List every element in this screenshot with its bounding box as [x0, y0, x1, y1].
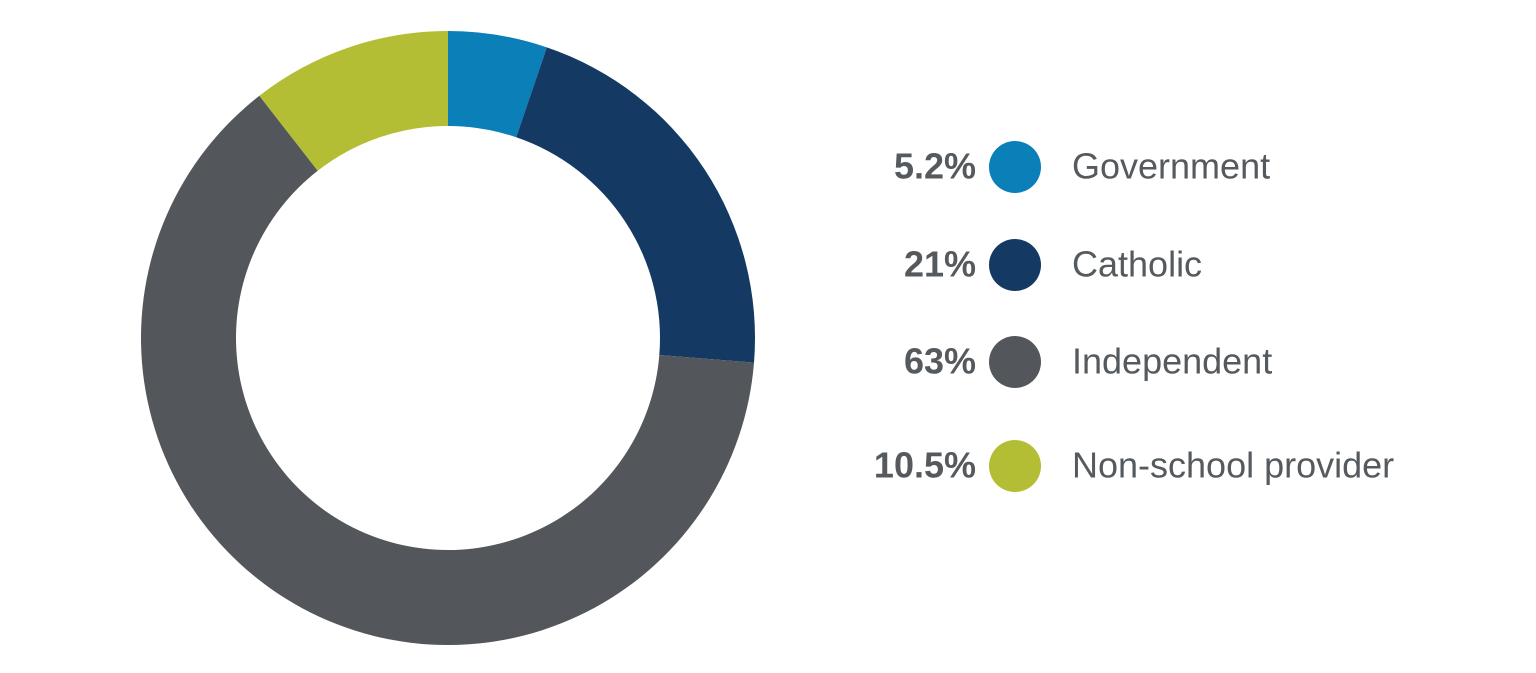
legend-swatch — [989, 141, 1041, 193]
value-label: 10.5% — [874, 445, 976, 486]
legend-label: Catholic — [1072, 244, 1202, 285]
legend-label: Government — [1072, 146, 1270, 187]
legend-label: Independent — [1072, 341, 1272, 382]
value-label: 21% — [904, 244, 976, 285]
legend-swatch — [989, 239, 1041, 291]
legend-label: Non-school provider — [1072, 445, 1394, 486]
value-label: 63% — [904, 341, 976, 382]
value-label: 5.2% — [894, 146, 976, 187]
donut-segment — [448, 31, 547, 138]
donut-segment — [516, 47, 755, 363]
donut-segment — [140, 95, 755, 645]
legend-swatch — [989, 336, 1041, 388]
donut-segment — [259, 30, 448, 171]
legend-swatch — [989, 440, 1041, 492]
